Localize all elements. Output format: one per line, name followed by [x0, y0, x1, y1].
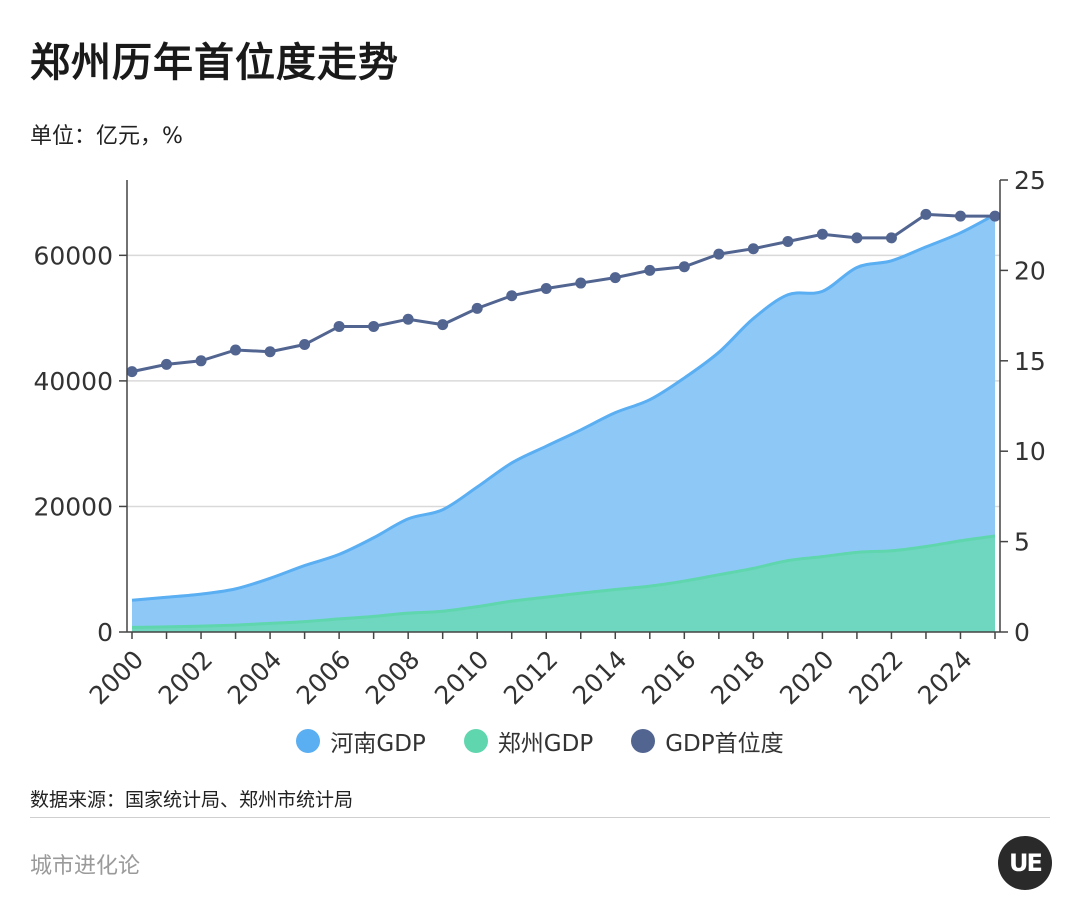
y-left-tick-label: 20000: [33, 492, 113, 521]
x-tick-label: 2008: [360, 645, 425, 710]
legend-swatch-primacy: [631, 729, 656, 753]
point-gdp-primacy: [264, 346, 276, 358]
chart-title: 郑州历年首位度走势: [30, 40, 399, 86]
point-gdp-primacy: [540, 282, 552, 294]
data-source: 数据来源：国家统计局、郑州市统计局: [30, 789, 354, 811]
brand-name: 城市进化论: [30, 854, 141, 879]
point-gdp-primacy: [506, 290, 518, 302]
point-gdp-primacy: [575, 277, 587, 289]
y-right-tick-label: 15: [1014, 347, 1046, 376]
y-right-tick-label: 0: [1014, 618, 1030, 647]
x-tick-label: 2022: [843, 645, 908, 710]
x-tick-label: 2000: [84, 645, 149, 710]
point-gdp-primacy: [195, 355, 207, 367]
x-tick-label: 2020: [774, 645, 839, 710]
point-gdp-primacy: [851, 232, 863, 244]
point-gdp-primacy: [920, 208, 932, 220]
point-gdp-primacy: [368, 320, 380, 332]
x-tick-label: 2004: [222, 645, 287, 710]
y-left-tick-label: 0: [97, 618, 113, 647]
area-zhengzhou-gdp: [132, 535, 995, 632]
point-gdp-primacy: [299, 339, 311, 351]
legend-label-henan: 河南GDP: [330, 731, 426, 757]
legend-swatch-henan: [296, 729, 321, 753]
x-tick-label: 2006: [291, 645, 356, 710]
x-tick-label: 2002: [153, 645, 218, 710]
point-gdp-primacy: [333, 320, 345, 332]
x-tick-label: 2018: [705, 645, 770, 710]
x-tick-label: 2010: [429, 645, 494, 710]
point-gdp-primacy: [644, 264, 656, 276]
x-tick-label: 2012: [498, 645, 563, 710]
x-tick-label: 2014: [567, 645, 632, 710]
point-gdp-primacy: [713, 248, 725, 260]
point-gdp-primacy: [747, 243, 759, 255]
y-right-tick-label: 20: [1014, 256, 1046, 285]
legend-swatch-zhengzhou: [463, 729, 488, 753]
point-gdp-primacy: [954, 210, 966, 222]
legend-item-henan: 河南GDP: [296, 724, 426, 758]
point-gdp-primacy: [126, 366, 138, 378]
y-left-tick-label: 60000: [33, 241, 113, 270]
line-zhengzhou-gdp: [131, 534, 996, 629]
brand-logo: UE: [998, 836, 1052, 890]
point-gdp-primacy: [989, 210, 1001, 222]
y-right-tick-label: 5: [1014, 528, 1030, 557]
legend-label-zhengzhou: 郑州GDP: [497, 731, 594, 757]
y-right-tick-label: 10: [1014, 437, 1046, 466]
point-gdp-primacy: [885, 232, 897, 244]
line-henan-gdp: [131, 213, 996, 602]
point-gdp-primacy: [678, 261, 690, 273]
area-henan-gdp: [132, 214, 995, 632]
point-gdp-primacy: [230, 344, 242, 356]
point-gdp-primacy: [161, 358, 173, 370]
x-tick-label: 2016: [636, 645, 701, 710]
x-tick-label: 2024: [912, 645, 977, 710]
point-gdp-primacy: [471, 302, 483, 314]
unit-label: 单位：亿元，%: [30, 124, 183, 149]
footer-divider: [30, 817, 1050, 818]
chart-legend: 河南GDP 郑州GDP GDP首位度: [0, 724, 1080, 758]
legend-label-primacy: GDP首位度: [665, 731, 784, 757]
legend-item-primacy: GDP首位度: [631, 724, 784, 758]
point-gdp-primacy: [609, 272, 621, 284]
y-right-tick-label: 25: [1014, 166, 1046, 195]
y-left-tick-label: 40000: [33, 367, 113, 396]
point-gdp-primacy: [437, 319, 449, 331]
point-gdp-primacy: [782, 235, 794, 247]
point-gdp-primacy: [816, 228, 828, 240]
point-gdp-primacy: [402, 313, 414, 325]
line-gdp-primacy: [131, 212, 995, 374]
legend-item-zhengzhou: 郑州GDP: [463, 724, 594, 758]
